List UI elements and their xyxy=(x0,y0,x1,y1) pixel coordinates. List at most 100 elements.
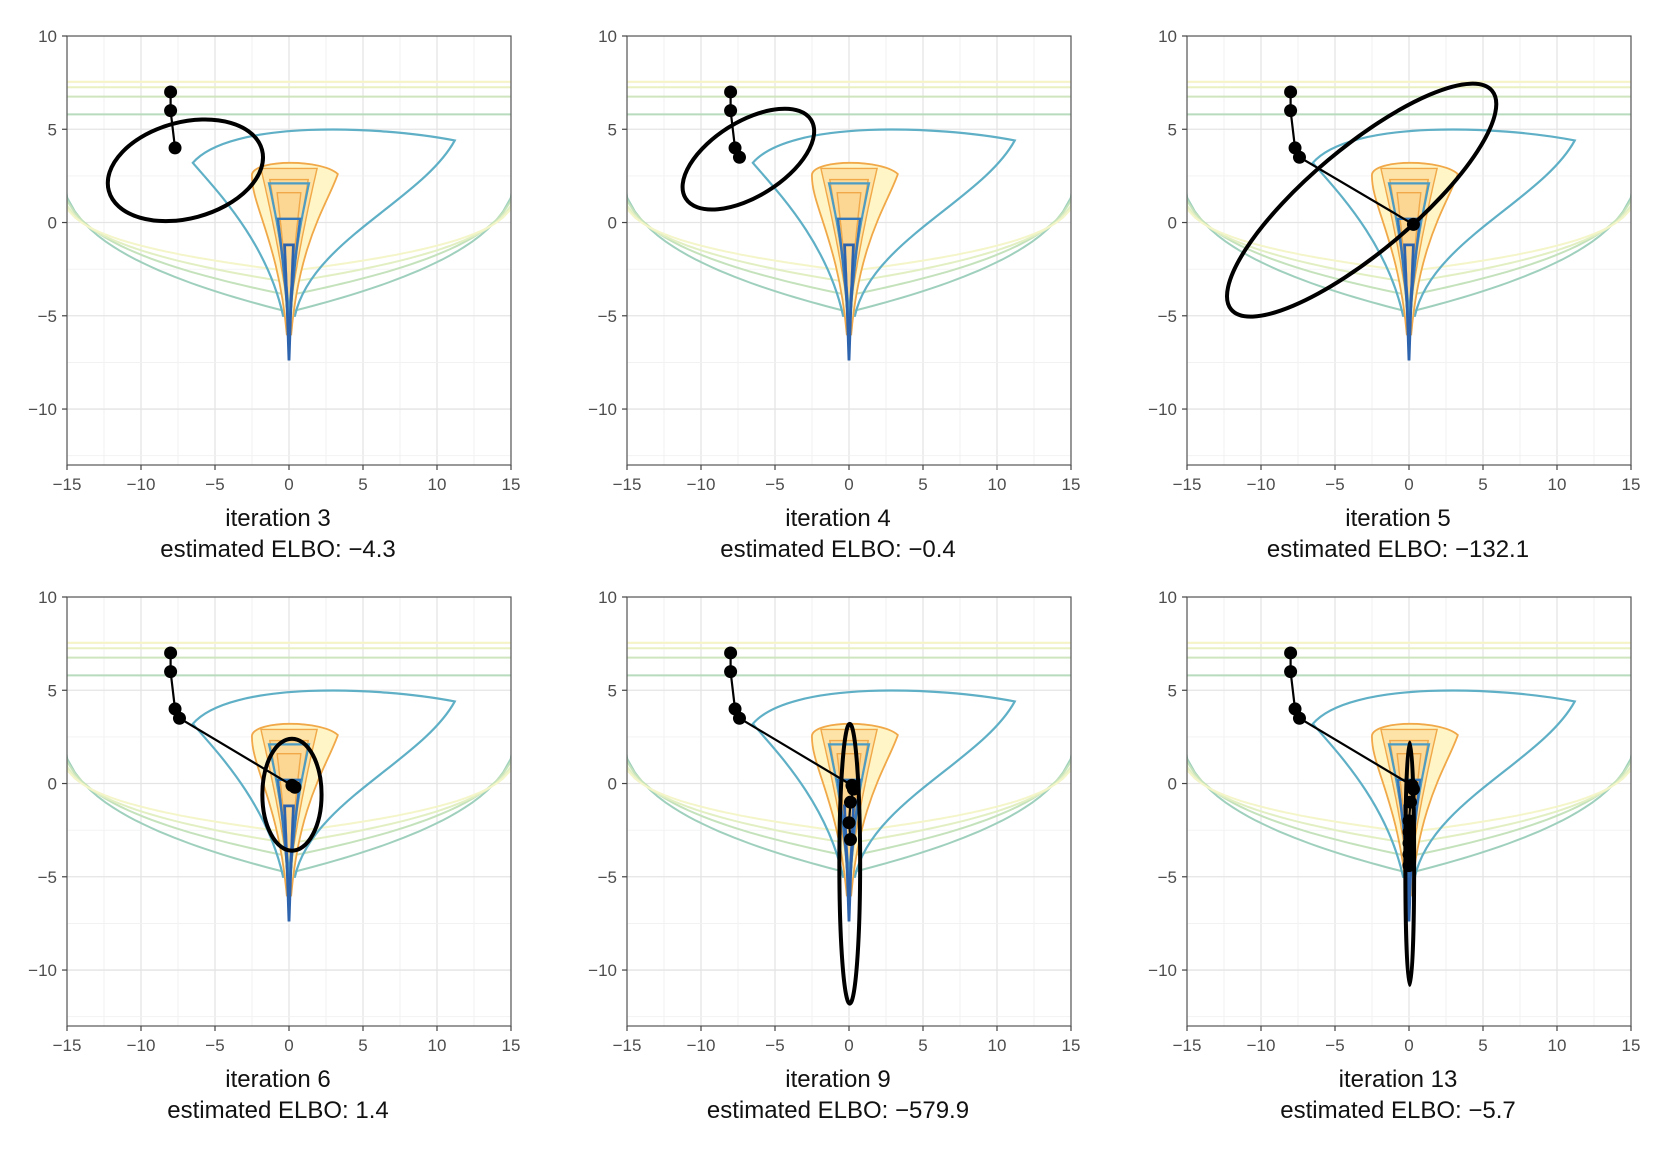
path-point xyxy=(1406,782,1420,796)
path-point xyxy=(1402,859,1416,873)
side-contour xyxy=(1408,760,1631,845)
y-tick-label: −10 xyxy=(1148,961,1177,980)
side-contour xyxy=(288,760,511,845)
side-contour xyxy=(288,763,511,833)
path-point xyxy=(1402,836,1416,850)
x-tick-label: 10 xyxy=(1548,1036,1567,1055)
path-point xyxy=(732,711,746,725)
x-tick-label: −15 xyxy=(1173,1036,1202,1055)
y-tick-label: 0 xyxy=(48,214,57,233)
x-tick-label: −5 xyxy=(765,1036,784,1055)
x-tick-label: −10 xyxy=(1247,1036,1276,1055)
elbo-label: estimated ELBO: −5.7 xyxy=(1280,1097,1516,1124)
x-tick-label: −5 xyxy=(1325,1036,1344,1055)
side-contour xyxy=(627,199,850,284)
path-point xyxy=(846,782,860,796)
y-tick-label: 10 xyxy=(1158,27,1177,46)
x-tick-label: −5 xyxy=(205,1036,224,1055)
elbo-label: estimated ELBO: −132.1 xyxy=(1266,536,1530,563)
plot-svg: −15 −10 −5 0 5 10 15 −10 −5 0 5 10 xyxy=(588,588,1080,1055)
x-tick-label: 10 xyxy=(1548,475,1567,494)
y-tick-label: −5 xyxy=(1158,868,1177,887)
path-point xyxy=(843,832,857,846)
approximation-layer xyxy=(164,646,324,853)
side-contour xyxy=(67,763,290,833)
plot-svg: −15 −10 −5 0 5 10 15 −10 −5 0 5 10 xyxy=(1148,27,1641,494)
x-tick-label: −5 xyxy=(205,475,224,494)
funnel-core xyxy=(283,804,295,922)
path-point xyxy=(732,150,746,164)
x-tick-label: 10 xyxy=(428,475,447,494)
x-tick-label: 5 xyxy=(1478,475,1487,494)
panel-iteration-5: −15 −10 −5 0 5 10 15 −10 −5 0 5 10 iteration 5 estima… xyxy=(1120,0,1670,578)
x-tick-label: 0 xyxy=(284,1036,293,1055)
side-contour xyxy=(848,189,1071,314)
path-point xyxy=(1406,217,1420,231)
y-tick-label: 0 xyxy=(608,775,617,794)
panel-iteration-6: −15 −10 −5 0 5 10 15 −10 −5 0 5 10 iteration 6 estima… xyxy=(0,561,556,1139)
y-tick-label: −5 xyxy=(598,307,617,326)
x-tick-label: 5 xyxy=(358,1036,367,1055)
lobe-contour xyxy=(1311,689,1577,878)
side-contour xyxy=(288,189,511,314)
grid xyxy=(627,36,1071,465)
y-tick-label: 10 xyxy=(598,588,617,607)
x-tick-label: 5 xyxy=(358,475,367,494)
x-tick-label: −15 xyxy=(613,475,642,494)
iteration-label: iteration 9 xyxy=(785,1066,891,1093)
path-point xyxy=(1284,646,1298,660)
density-contours xyxy=(1187,80,1631,361)
x-tick-label: 15 xyxy=(502,1036,521,1055)
path-point xyxy=(1284,85,1298,99)
x-tick-label: 5 xyxy=(918,1036,927,1055)
lobe-contour xyxy=(191,128,457,317)
density-layer xyxy=(1187,80,1631,361)
lobe-contour xyxy=(1311,128,1577,317)
panel-iteration-3: −15 −10 −5 0 5 10 15 −10 −5 0 5 10 iteration 3 estima… xyxy=(0,0,556,578)
side-contour xyxy=(627,760,850,845)
path-point xyxy=(1402,825,1416,839)
x-tick-label: −10 xyxy=(687,1036,716,1055)
variational-ellipse xyxy=(260,736,324,853)
y-tick-label: 5 xyxy=(48,681,57,700)
side-contour xyxy=(1187,199,1410,284)
x-tick-label: 15 xyxy=(1622,475,1641,494)
y-tick-label: 10 xyxy=(38,27,57,46)
y-tick-label: 5 xyxy=(608,120,617,139)
plot-svg: −15 −10 −5 0 5 10 15 −10 −5 0 5 10 xyxy=(588,27,1080,494)
y-tick-label: −5 xyxy=(38,868,57,887)
side-contour xyxy=(848,202,1071,272)
y-tick-label: −10 xyxy=(28,400,57,419)
plot-svg: −15 −10 −5 0 5 10 15 −10 −5 0 5 10 xyxy=(28,588,521,1055)
side-contour xyxy=(288,199,511,284)
path-point xyxy=(172,711,186,725)
y-tick-label: −10 xyxy=(1148,400,1177,419)
x-tick-label: −10 xyxy=(1247,475,1276,494)
approximation-layer xyxy=(105,85,266,224)
path-point xyxy=(1403,795,1417,809)
y-tick-label: −10 xyxy=(588,400,617,419)
iteration-label: iteration 13 xyxy=(1338,1066,1458,1093)
side-contour xyxy=(67,199,290,284)
density-layer xyxy=(627,80,1071,361)
iteration-label: iteration 3 xyxy=(225,505,331,532)
side-contour xyxy=(848,750,1071,875)
density-contours xyxy=(67,80,511,361)
approximation-layer xyxy=(1225,81,1499,319)
path-point xyxy=(1292,711,1306,725)
y-tick-label: −10 xyxy=(588,961,617,980)
elbo-label: estimated ELBO: −4.3 xyxy=(160,536,396,563)
side-contour xyxy=(1408,199,1631,284)
elbo-label: estimated ELBO: −579.9 xyxy=(706,1097,970,1124)
path-point xyxy=(164,104,178,118)
side-contour xyxy=(1187,760,1410,845)
path-point xyxy=(724,665,738,679)
path-point xyxy=(288,780,302,794)
path-point xyxy=(724,104,738,118)
y-tick-label: −5 xyxy=(598,868,617,887)
x-tick-label: 10 xyxy=(988,1036,1007,1055)
x-tick-label: 0 xyxy=(1404,475,1413,494)
side-contour xyxy=(288,202,511,272)
y-tick-label: 5 xyxy=(608,681,617,700)
x-tick-label: 10 xyxy=(988,475,1007,494)
